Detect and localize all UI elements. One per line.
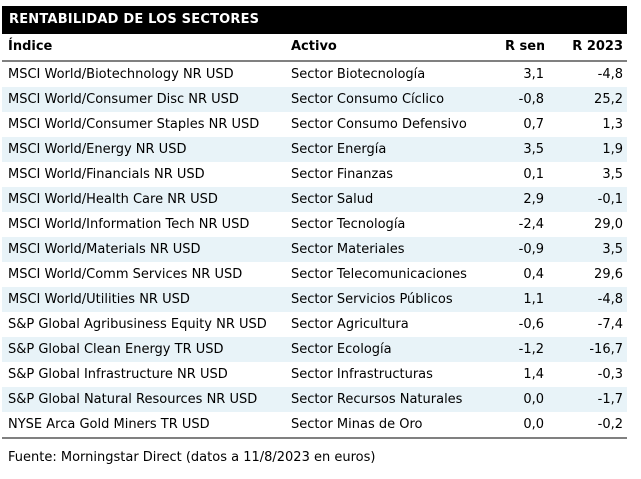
index-name-cell: NYSE Arca Gold Miners TR USD: [8, 417, 210, 432]
report-title-bar: RENTABILIDAD DE LOS SECTORES: [2, 6, 627, 34]
r-sem-cell: -0,9: [518, 242, 544, 257]
index-name-cell: MSCI World/Materials NR USD: [8, 242, 201, 257]
r-2023-cell: -0,1: [597, 192, 623, 207]
r-sem-cell: -0,8: [518, 92, 544, 107]
asset-name-cell: Sector Materiales: [291, 242, 405, 257]
asset-name-cell: Sector Biotecnología: [291, 67, 426, 82]
r-sem-cell: 3,1: [523, 67, 544, 82]
table-row: MSCI World/Consumer Disc NR USD Sector Co…: [2, 87, 627, 112]
table-header-row: Índice Activo R sem R 2023: [2, 34, 627, 62]
r-sem-cell: 0,0: [523, 392, 544, 407]
table-row: NYSE Arca Gold Miners TR USD Sector Minas…: [2, 412, 627, 437]
asset-name-cell: Sector Agricultura: [291, 317, 409, 332]
table-row: S&P Global Agribusiness Equity NR USD Sec…: [2, 312, 627, 337]
r-sem-cell: 0,0: [523, 417, 544, 432]
table-row: MSCI World/Health Care NR USD Sector Salu…: [2, 187, 627, 212]
index-name-cell: MSCI World/Comm Services NR USD: [8, 267, 243, 282]
index-name-cell: MSCI World/Energy NR USD: [8, 142, 187, 157]
r-sem-cell: 1,4: [523, 367, 544, 382]
r-sem-cell: -2,4: [518, 217, 544, 232]
source-note: Fuente: Morningstar Direct (datos a 11/8…: [8, 450, 376, 465]
r-2023-cell: 3,5: [602, 242, 623, 257]
r-sem-cell: 2,9: [523, 192, 544, 207]
r-2023-cell: -0,3: [597, 367, 623, 382]
r-2023-cell: 25,2: [594, 92, 623, 107]
table-row: S&P Global Infrastructure NR USD Sector I…: [2, 362, 627, 387]
table-row: MSCI World/Consumer Staples NR USD Sector…: [2, 112, 627, 137]
asset-name-cell: Sector Minas de Oro: [291, 417, 423, 432]
index-name-cell: S&P Global Natural Resources NR USD: [8, 392, 258, 407]
asset-name-cell: Sector Energía: [291, 142, 387, 157]
asset-name-cell: Sector Finanzas: [291, 167, 394, 182]
asset-name-cell: Sector Infrastructuras: [291, 367, 433, 382]
r-2023-cell: -1,7: [597, 392, 623, 407]
asset-name-cell: Sector Consumo Cíclico: [291, 92, 445, 107]
table-row: MSCI World/Materials NR USD Sector Materi…: [2, 237, 627, 262]
asset-name-cell: Sector Telecomunicaciones: [291, 267, 467, 282]
asset-name-cell: Sector Servicios Públicos: [291, 292, 453, 307]
r-sem-cell: -0,6: [518, 317, 544, 332]
r-sem-cell: -1,2: [518, 342, 544, 357]
r-2023-cell: 1,3: [602, 117, 623, 132]
r-2023-cell: 29,6: [594, 267, 623, 282]
r-sem-cell: 0,4: [523, 267, 544, 282]
index-name-cell: S&P Global Clean Energy TR USD: [8, 342, 224, 357]
r-sem-cell: 1,1: [523, 292, 544, 307]
table-row: MSCI World/Information Tech NR USD Sector…: [2, 212, 627, 237]
report-body: RENTABILIDAD DE LOS SECTORES Índice Acti…: [2, 6, 627, 465]
table-row: MSCI World/Energy NR USD Sector Energía 3,…: [2, 137, 627, 162]
sectors-table: Índice Activo R sem R 2023 MSCI World/Bi…: [2, 34, 627, 439]
index-name-cell: MSCI World/Consumer Disc NR USD: [8, 92, 239, 107]
index-name-cell: MSCI World/Health Care NR USD: [8, 192, 218, 207]
r-2023-cell: -4,8: [597, 67, 623, 82]
table-body: MSCI World/Biotechnology NR USD Sector Bi…: [2, 62, 627, 439]
r-2023-cell: 1,9: [602, 142, 623, 157]
r-sem-cell: 0,1: [523, 167, 544, 182]
index-name-cell: MSCI World/Utilities NR USD: [8, 292, 190, 307]
r-2023-cell: -4,8: [597, 292, 623, 307]
table-row: MSCI World/Comm Services NR USD Sector Te…: [2, 262, 627, 287]
r-2023-cell: 29,0: [594, 217, 623, 232]
page-title: RENTABILIDAD DE LOS SECTORES: [9, 12, 260, 27]
r-2023-cell: -0,2: [597, 417, 623, 432]
index-name-cell: MSCI World/Information Tech NR USD: [8, 217, 250, 232]
column-header-activo: Activo: [291, 39, 337, 54]
asset-name-cell: Sector Tecnología: [291, 217, 406, 232]
table-row: MSCI World/Utilities NR USD Sector Servic…: [2, 287, 627, 312]
r-sem-cell: 3,5: [523, 142, 544, 157]
asset-name-cell: Sector Consumo Defensivo: [291, 117, 467, 132]
table-row: MSCI World/Financials NR USD Sector Finan…: [2, 162, 627, 187]
r-2023-cell: -16,7: [589, 342, 623, 357]
index-name-cell: MSCI World/Consumer Staples NR USD: [8, 117, 260, 132]
r-2023-cell: 3,5: [602, 167, 623, 182]
table-row: S&P Global Natural Resources NR USD Secto…: [2, 387, 627, 412]
index-name-cell: S&P Global Agribusiness Equity NR USD: [8, 317, 267, 332]
index-name-cell: MSCI World/Financials NR USD: [8, 167, 205, 182]
table-row: MSCI World/Biotechnology NR USD Sector Bi…: [2, 62, 627, 87]
r-2023-cell: -7,4: [597, 317, 623, 332]
table-row: S&P Global Clean Energy TR USD Sector Eco…: [2, 337, 627, 362]
asset-name-cell: Sector Salud: [291, 192, 374, 207]
asset-name-cell: Sector Ecología: [291, 342, 392, 357]
column-header-indice: Índice: [8, 39, 53, 54]
column-header-r-2023: R 2023: [572, 39, 623, 54]
index-name-cell: MSCI World/Biotechnology NR USD: [8, 67, 234, 82]
index-name-cell: S&P Global Infrastructure NR USD: [8, 367, 228, 382]
asset-name-cell: Sector Recursos Naturales: [291, 392, 463, 407]
column-header-r-sem: R sem: [505, 39, 544, 54]
r-sem-cell: 0,7: [523, 117, 544, 132]
